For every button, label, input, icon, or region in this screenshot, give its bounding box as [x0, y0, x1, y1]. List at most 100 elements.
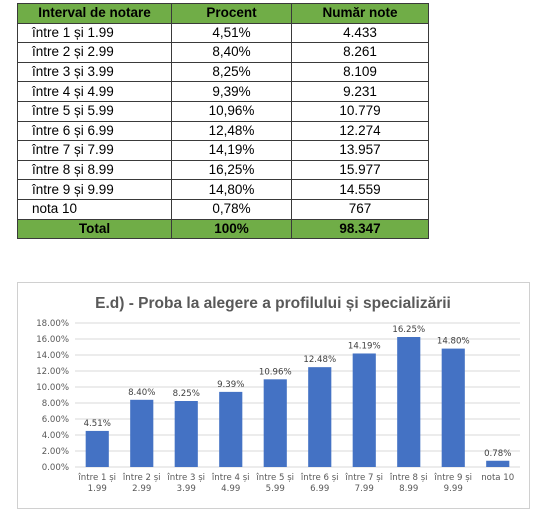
category-label: între 1 și — [77, 473, 116, 483]
category-label: între 4 și — [211, 473, 250, 483]
bar — [263, 379, 287, 467]
cell-percent: 14,19% — [171, 140, 292, 161]
table-row: între 3 și 3.99 8,25% 8.109 — [17, 61, 429, 83]
y-tick-label: 10.00% — [36, 383, 69, 393]
table-row: nota 10 0,78% 767 — [17, 198, 429, 220]
y-tick-label: 8.00% — [42, 399, 69, 409]
category-label: între 5 și — [255, 473, 294, 483]
cell-percent: 8,25% — [171, 61, 292, 83]
table-row: între 7 și 7.99 14,19% 13.957 — [17, 140, 429, 161]
data-label: 9.39% — [217, 380, 244, 390]
bar — [130, 399, 154, 467]
cell-interval: între 2 și 2.99 — [17, 42, 172, 63]
cell-interval: nota 10 — [17, 198, 172, 220]
category-label: 4.99 — [221, 484, 240, 494]
y-tick-label: 4.00% — [42, 431, 69, 441]
bar — [85, 430, 109, 467]
chart-frame: E.d) - Proba la alegere a profilului și … — [17, 282, 530, 509]
cell-count: 15.977 — [291, 159, 429, 181]
cell-interval: între 3 și 3.99 — [17, 61, 172, 83]
cell-percent: 14,80% — [171, 179, 292, 200]
table-row: între 9 și 9.99 14,80% 14.559 — [17, 179, 429, 200]
header-count: Număr note — [291, 3, 429, 24]
category-label: 8.99 — [399, 484, 418, 494]
data-label: 14.80% — [437, 337, 470, 347]
cell-count: 14.559 — [291, 179, 429, 200]
category-label: între 2 și — [122, 473, 161, 483]
cell-interval: între 7 și 7.99 — [17, 140, 172, 161]
bar-chart: E.d) - Proba la alegere a profilului și … — [36, 295, 520, 494]
header-interval: Interval de notare — [17, 3, 172, 24]
bar — [174, 401, 198, 467]
data-label: 8.25% — [173, 389, 200, 399]
cell-percent: 0,78% — [171, 198, 292, 220]
data-label: 4.51% — [84, 419, 111, 429]
cell-count: 8.261 — [291, 42, 429, 63]
data-label: 8.40% — [128, 388, 155, 398]
y-tick-label: 18.00% — [36, 319, 69, 329]
cell-count: 4.433 — [291, 22, 429, 44]
cell-percent: 16,25% — [171, 159, 292, 181]
data-labels: 4.51% 8.40% 8.25% 9.39% 10.96% 12.48% 14.19% 16… — [84, 325, 512, 459]
category-label: 6.99 — [310, 484, 329, 494]
cell-interval: între 5 și 5.99 — [17, 100, 172, 122]
category-label: 5.99 — [266, 484, 285, 494]
bar — [441, 348, 465, 467]
category-label: între 6 și — [300, 473, 339, 483]
cell-percent: 4,51% — [171, 22, 292, 44]
bars — [85, 337, 510, 467]
cell-count: 9.231 — [291, 81, 429, 102]
y-tick-label: 2.00% — [42, 447, 69, 457]
data-label: 0.78% — [484, 449, 511, 459]
category-label: între 3 și — [166, 473, 205, 483]
category-label: 1.99 — [88, 484, 107, 494]
data-label: 16.25% — [392, 325, 425, 335]
bar — [308, 367, 332, 467]
chart-title: E.d) - Proba la alegere a profilului și … — [95, 295, 451, 312]
cell-count: 10.779 — [291, 100, 429, 122]
cell-count: 13.957 — [291, 140, 429, 161]
cell-percent: 8,40% — [171, 42, 292, 63]
table-total-row: Total 100% 98.347 — [17, 218, 429, 240]
table-row: între 2 și 2.99 8,40% 8.261 — [17, 42, 429, 63]
category-label: între 9 și — [433, 473, 472, 483]
table-row: între 1 și 1.99 4,51% 4.433 — [17, 22, 429, 44]
y-tick-label: 6.00% — [42, 415, 69, 425]
y-tick-label: 0.00% — [42, 463, 69, 473]
cell-count: 767 — [291, 198, 429, 220]
data-label: 14.19% — [348, 341, 381, 351]
y-tick-label: 12.00% — [36, 367, 69, 377]
cell-interval: între 8 și 8.99 — [17, 159, 172, 181]
cell-interval: între 9 și 9.99 — [17, 179, 172, 200]
bar — [397, 337, 421, 467]
category-label: 3.99 — [177, 484, 196, 494]
table-header-row: Interval de notare Procent Număr note — [17, 3, 429, 24]
category-label: 2.99 — [132, 484, 151, 494]
bar — [486, 460, 510, 467]
cell-percent: 9,39% — [171, 81, 292, 102]
total-count: 98.347 — [291, 218, 429, 240]
y-tick-label: 16.00% — [36, 335, 69, 345]
category-label: între 7 și — [344, 473, 383, 483]
header-percent: Procent — [171, 3, 292, 24]
table-row: între 5 și 5.99 10,96% 10.779 — [17, 100, 429, 122]
y-tick-label: 14.00% — [36, 351, 69, 361]
total-percent: 100% — [171, 218, 292, 240]
y-axis-ticks: 0.00% 2.00% 4.00% 6.00% 8.00% 10.00% 12.00% 14.… — [36, 319, 69, 473]
total-label: Total — [17, 218, 172, 240]
table-row: între 4 și 4.99 9,39% 9.231 — [17, 81, 429, 102]
category-label: 9.99 — [444, 484, 463, 494]
cell-percent: 10,96% — [171, 100, 292, 122]
x-axis-labels: între 1 și1.99 între 2 și2.99 între 3 și3.… — [77, 473, 514, 494]
table-row: între 8 și 8.99 16,25% 15.977 — [17, 159, 429, 181]
bar — [352, 353, 376, 467]
data-label: 12.48% — [303, 355, 336, 365]
table-row: între 6 și 6.99 12,48% 12.274 — [17, 120, 429, 142]
category-label: nota 10 — [481, 473, 514, 483]
bar — [219, 391, 243, 467]
cell-interval: între 4 și 4.99 — [17, 81, 172, 102]
cell-interval: între 6 și 6.99 — [17, 120, 172, 142]
cell-count: 12.274 — [291, 120, 429, 142]
data-label: 10.96% — [259, 367, 292, 377]
cell-interval: între 1 și 1.99 — [17, 22, 172, 44]
